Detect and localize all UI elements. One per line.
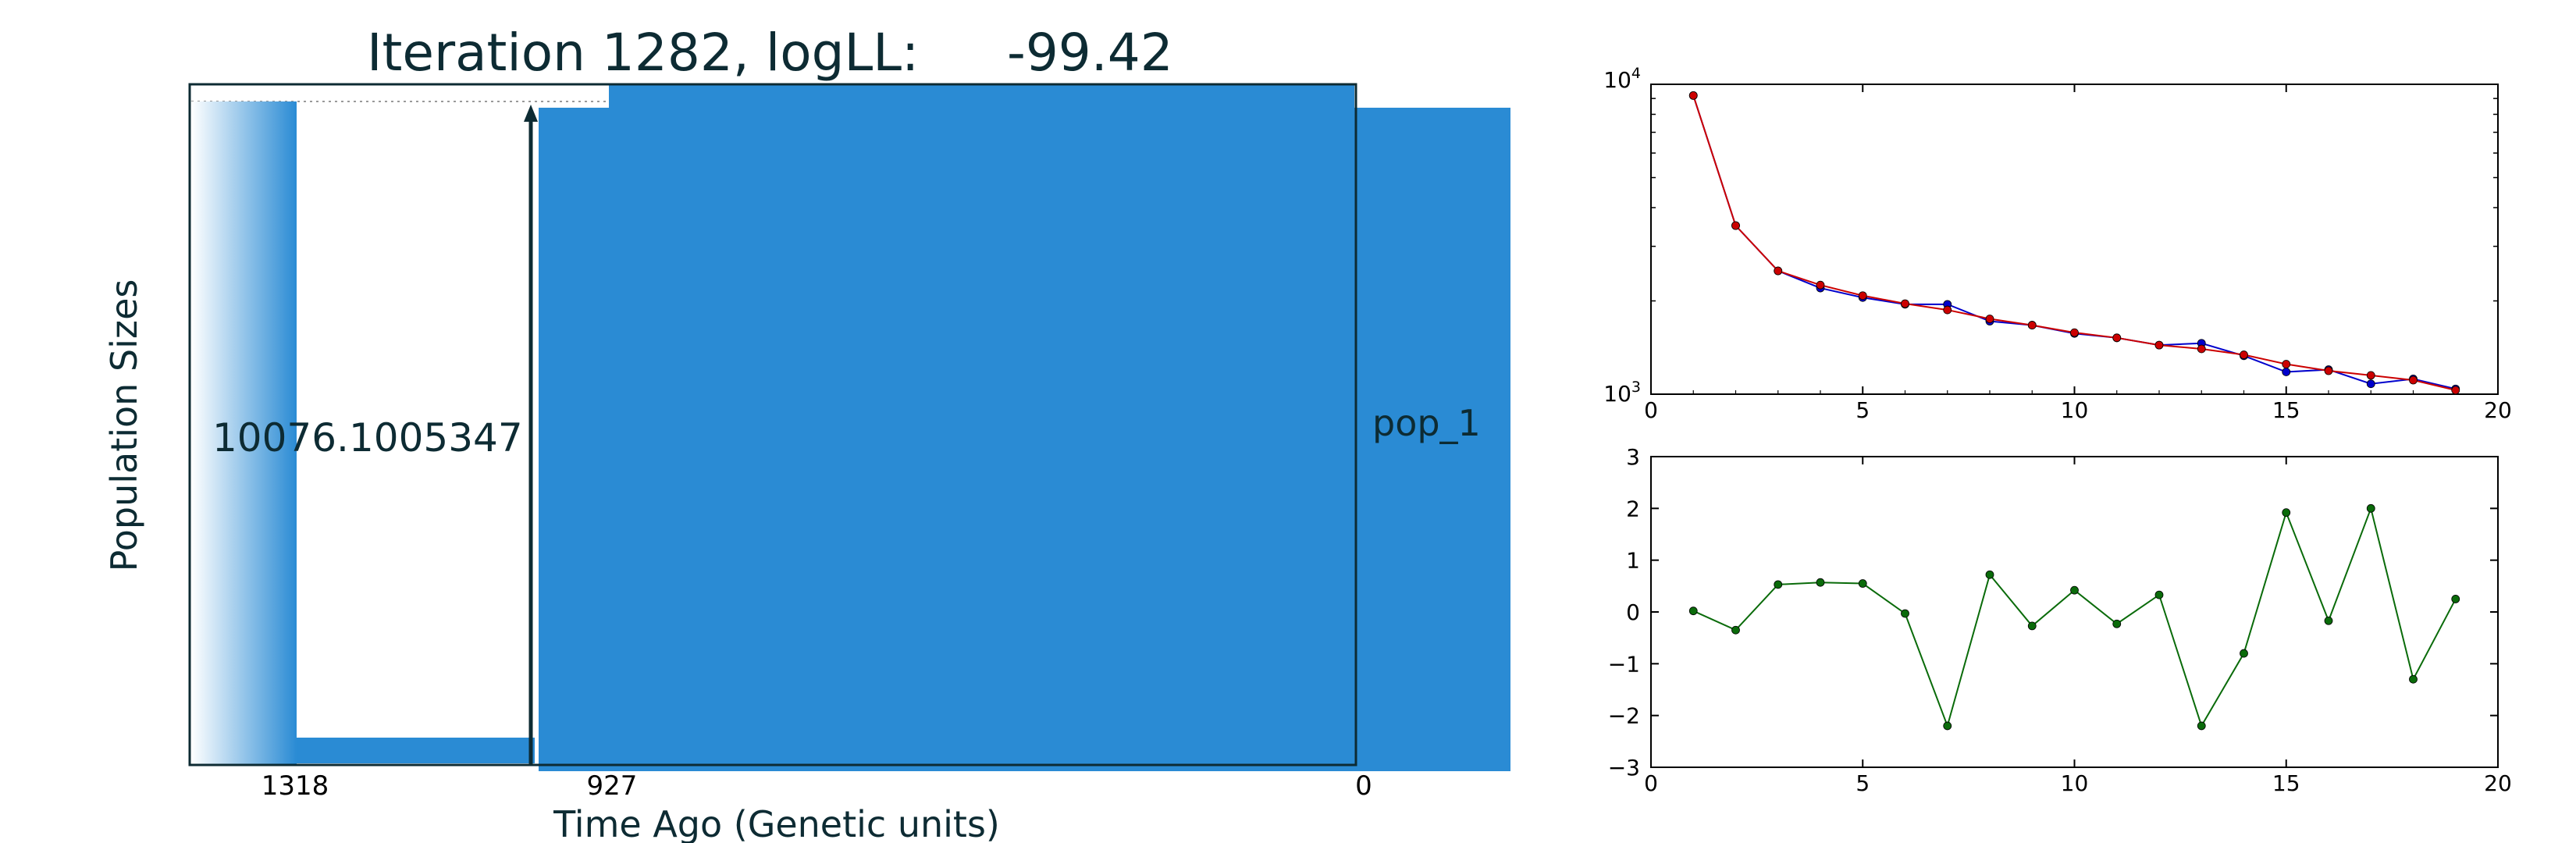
x-tick-label: 927 bbox=[587, 770, 638, 802]
data-point bbox=[2112, 333, 2122, 343]
arrow-head-icon bbox=[524, 105, 538, 122]
population-block bbox=[539, 108, 1510, 771]
ancestral-population-fade bbox=[191, 101, 297, 765]
plot-frame bbox=[188, 83, 1357, 767]
data-point bbox=[2197, 721, 2206, 731]
y-tick-label: 2 bbox=[1626, 496, 1640, 521]
chart-title: Iteration 1282, logLL: bbox=[367, 23, 919, 83]
data-point bbox=[1985, 570, 1994, 579]
y-tick-label: −3 bbox=[1608, 755, 1640, 781]
data-point bbox=[2451, 386, 2460, 395]
data-point bbox=[1688, 606, 1698, 616]
series-line bbox=[1692, 95, 2456, 390]
data-point bbox=[2324, 366, 2333, 375]
x-tick-label: 0 bbox=[1644, 770, 1658, 796]
y-tick-label: 1 bbox=[1626, 548, 1640, 574]
data-point bbox=[1943, 305, 1952, 315]
population-name-label: pop_1 bbox=[1372, 402, 1481, 444]
data-point bbox=[1816, 578, 1825, 587]
population-chart: Iteration 1282, logLL: -99.42 10076.1005… bbox=[103, 23, 1510, 843]
y-tick-label: 103 bbox=[1603, 379, 1641, 407]
x-tick-label: 5 bbox=[1856, 397, 1870, 423]
x-tick-label: 15 bbox=[2272, 770, 2300, 796]
data-point bbox=[1901, 609, 1909, 618]
x-tick-label: 0 bbox=[1644, 397, 1658, 423]
data-point bbox=[1901, 299, 1909, 308]
data-point bbox=[2240, 350, 2248, 359]
series-line bbox=[1692, 95, 2456, 391]
data-point bbox=[2112, 619, 2122, 628]
x-tick-label: 5 bbox=[1856, 770, 1870, 796]
data-point bbox=[1943, 721, 1952, 731]
data-point bbox=[2027, 321, 2037, 329]
data-point bbox=[1731, 221, 1740, 230]
plot-frame bbox=[1650, 456, 2499, 768]
data-point bbox=[2070, 585, 2079, 595]
population-bottleneck-bar bbox=[297, 738, 535, 763]
y-tick-label: −2 bbox=[1608, 703, 1640, 729]
x-tick-label: 1318 bbox=[262, 770, 329, 802]
data-point bbox=[1774, 266, 1783, 276]
population-size-label: 10076.1005347 bbox=[212, 415, 523, 461]
data-point bbox=[2282, 360, 2291, 368]
data-point bbox=[2154, 340, 2164, 350]
y-tick-label: 3 bbox=[1626, 444, 1640, 470]
plot-frame bbox=[1650, 84, 2499, 395]
data-point bbox=[1858, 579, 1867, 588]
data-point bbox=[2451, 595, 2460, 603]
data-point bbox=[2027, 621, 2037, 631]
loglikelihood-value: -99.42 bbox=[1007, 23, 1173, 83]
x-axis-label: Time Ago (Genetic units) bbox=[553, 803, 1000, 843]
x-tick-label: 20 bbox=[2484, 770, 2512, 796]
y-tick-label: 0 bbox=[1626, 599, 1640, 625]
population-block-top bbox=[609, 84, 1354, 109]
y-tick-label: 104 bbox=[1603, 65, 1641, 93]
data-point bbox=[2409, 674, 2418, 684]
x-tick-label: 0 bbox=[1355, 770, 1372, 802]
size-trace-chart: 0 5 10 15 20 104 103 bbox=[1603, 65, 2512, 423]
y-tick-label: −1 bbox=[1608, 651, 1640, 677]
data-point bbox=[2070, 328, 2079, 337]
data-point bbox=[1774, 580, 1783, 589]
series-line bbox=[1692, 505, 2457, 729]
data-point bbox=[1688, 91, 1698, 100]
data-point bbox=[2197, 344, 2206, 354]
data-point bbox=[1985, 315, 1994, 323]
data-point bbox=[2154, 590, 2164, 599]
data-point bbox=[2366, 379, 2375, 389]
x-tick-label: 10 bbox=[2061, 397, 2089, 423]
data-point bbox=[1731, 625, 1740, 635]
y-axis-label: Population Sizes bbox=[103, 279, 145, 572]
data-point bbox=[2240, 649, 2248, 658]
data-point bbox=[2366, 371, 2375, 380]
data-point bbox=[1816, 280, 1825, 290]
data-point bbox=[2324, 616, 2333, 625]
data-point bbox=[1858, 291, 1867, 301]
x-tick-label: 20 bbox=[2484, 397, 2512, 423]
data-point bbox=[2409, 375, 2418, 385]
x-tick-label: 15 bbox=[2272, 397, 2300, 423]
data-point bbox=[2366, 503, 2375, 513]
data-point bbox=[2282, 368, 2291, 376]
data-point bbox=[2282, 508, 2291, 518]
x-tick-label: 10 bbox=[2061, 770, 2089, 796]
